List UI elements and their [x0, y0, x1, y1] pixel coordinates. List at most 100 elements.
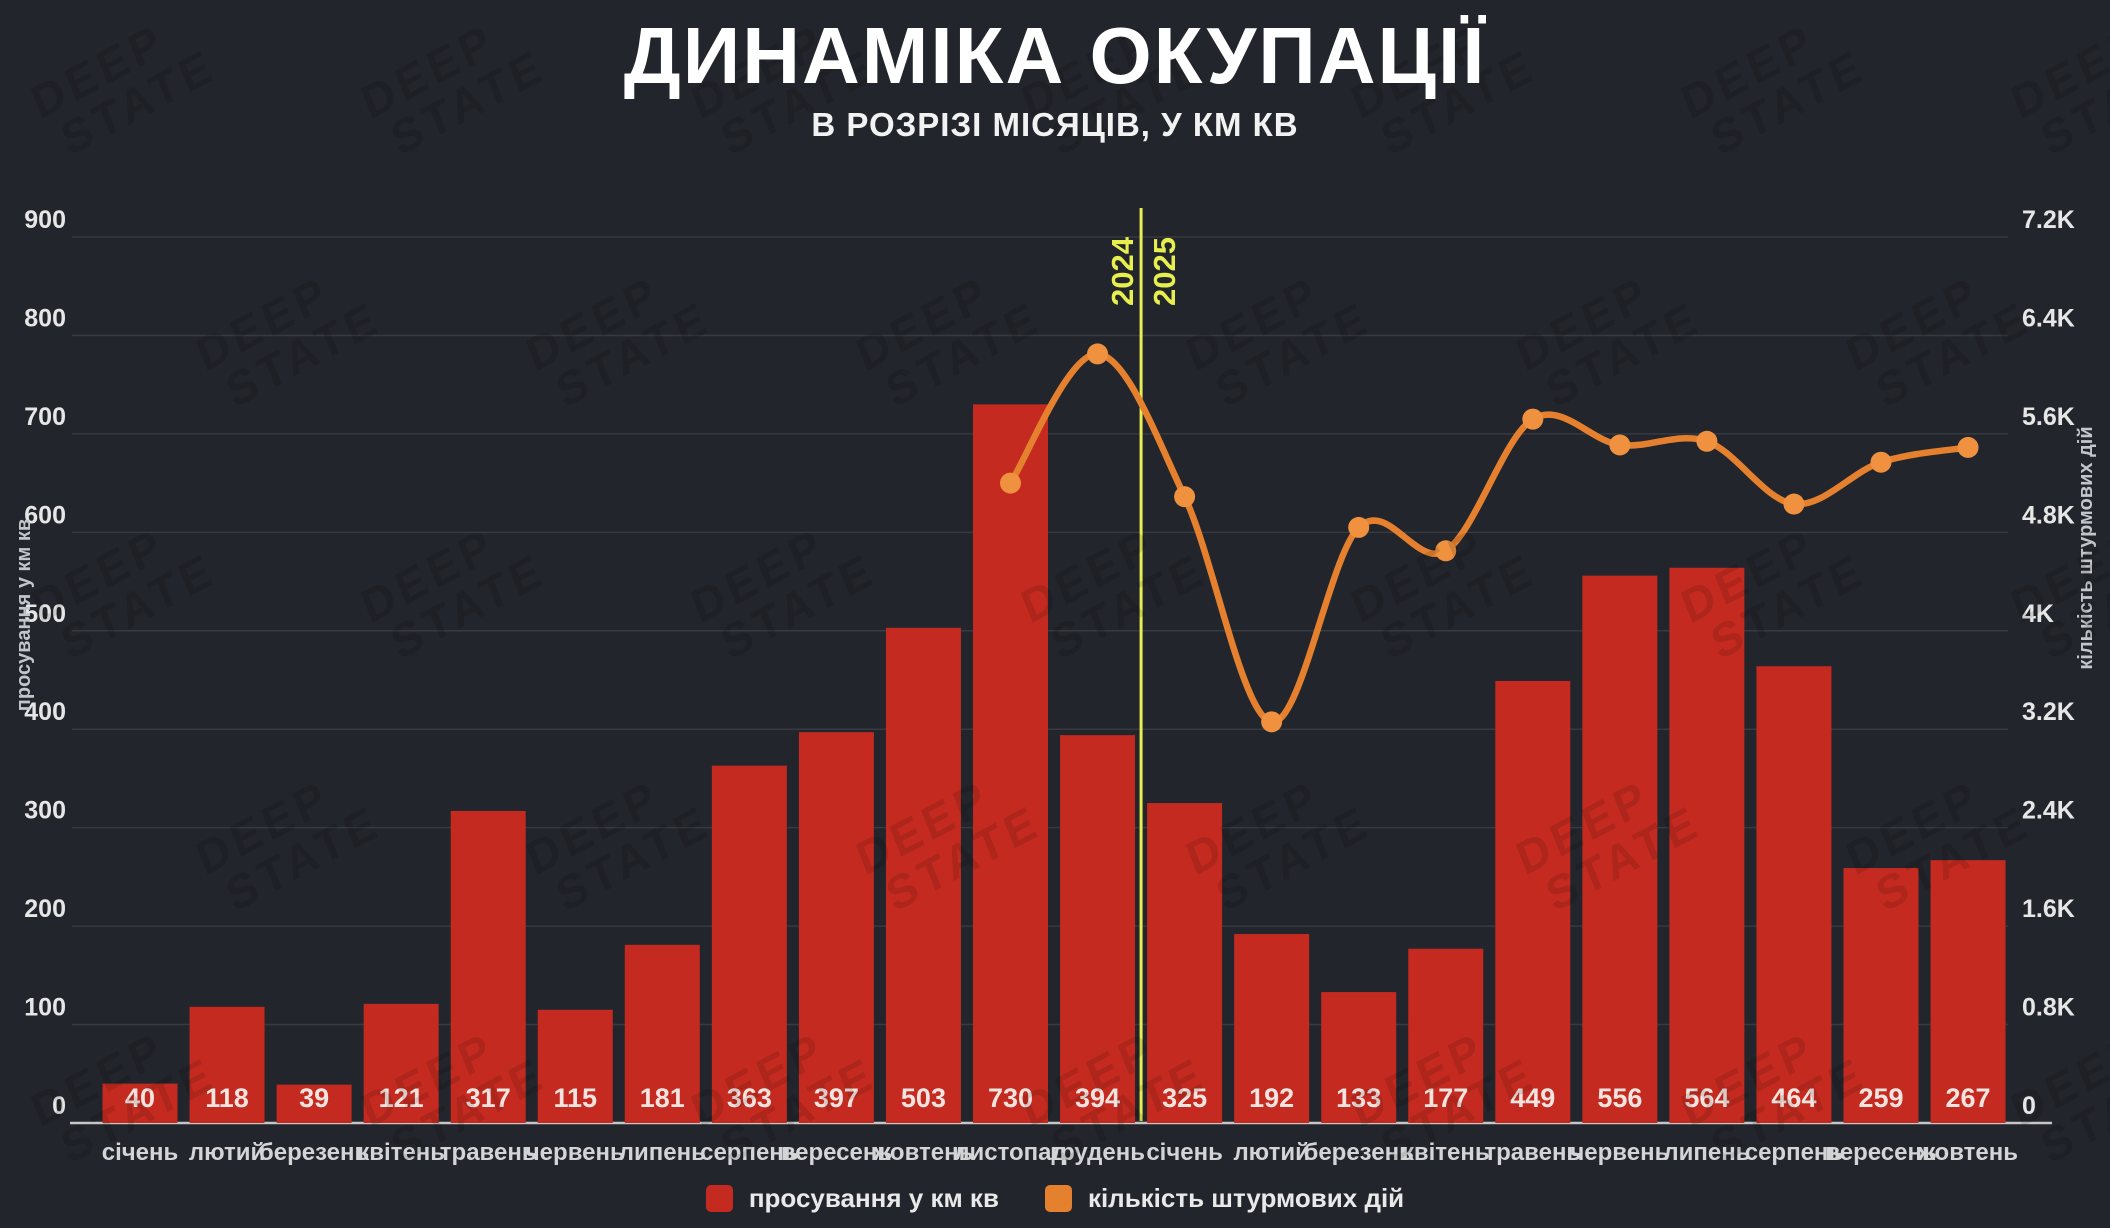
bar-value-label: 121 — [379, 1083, 424, 1113]
bar-value-label: 181 — [640, 1083, 685, 1113]
bar-value-label: 363 — [727, 1083, 772, 1113]
month-label: січень — [102, 1139, 179, 1166]
right-axis-tick: 2.4K — [2022, 797, 2075, 825]
bar — [973, 404, 1048, 1123]
bar — [537, 1009, 613, 1123]
chart-title: ДИНАМІКА ОКУПАЦІЇ — [623, 11, 1487, 100]
month-label: жовтень — [1917, 1139, 2018, 1166]
bar-value-label: 192 — [1249, 1083, 1294, 1113]
right-axis-tick: 6.4K — [2022, 304, 2075, 332]
bar-value-label: 325 — [1162, 1083, 1207, 1113]
line-point — [1435, 540, 1457, 562]
month-label: березень — [259, 1139, 369, 1166]
bar-value-label: 39 — [299, 1083, 329, 1113]
month-label: травень — [1484, 1139, 1581, 1166]
right-axis-tick: 4K — [2022, 600, 2054, 628]
line-point — [1348, 516, 1370, 538]
bar-value-label: 464 — [1771, 1083, 1816, 1113]
year-label-2025: 2025 — [1147, 237, 1182, 306]
bar — [450, 810, 526, 1123]
left-axis-tick: 300 — [24, 797, 66, 825]
bar — [1843, 868, 1919, 1123]
bar — [1321, 992, 1397, 1123]
line-point — [1783, 493, 1805, 515]
bar-value-label: 40 — [125, 1083, 155, 1113]
bar — [885, 627, 961, 1123]
left-axis-tick: 200 — [24, 895, 66, 923]
bar-value-label: 267 — [1946, 1083, 1991, 1113]
line-point — [1870, 451, 1892, 473]
legend-swatch-assaults — [1044, 1185, 1072, 1212]
right-axis-tick: 5.6K — [2022, 403, 2075, 431]
bar-value-label: 556 — [1597, 1083, 1642, 1113]
legend-swatch-advance — [705, 1185, 733, 1212]
legend: просування у км кв кількість штурмових д… — [0, 1183, 2110, 1214]
month-label: лютий — [189, 1139, 265, 1166]
line-point — [1087, 343, 1109, 365]
left-axis-tick: 100 — [24, 994, 66, 1022]
bar — [1582, 575, 1658, 1123]
legend-item-assaults: кількість штурмових дій — [1044, 1183, 1405, 1214]
line-point — [1522, 408, 1544, 430]
left-axis-tick: 800 — [24, 304, 66, 332]
right-axis-tick: 0 — [2022, 1092, 2036, 1120]
bar — [1930, 860, 2006, 1123]
bar — [102, 1083, 178, 1123]
bar — [1408, 948, 1484, 1123]
left-axis-tick: 700 — [24, 403, 66, 431]
bar-value-label: 259 — [1858, 1083, 1903, 1113]
bar-value-labels: 40 січень 118 лютий 39 березень 121 квітень 317 т… — [102, 1083, 2018, 1166]
line-point — [1609, 434, 1631, 456]
bar-value-label: 317 — [466, 1083, 511, 1113]
left-axis-tick: 400 — [24, 698, 66, 726]
month-label: липень — [1663, 1139, 1750, 1166]
month-label: серпень — [1745, 1139, 1843, 1166]
left-axis-tick: 900 — [24, 206, 66, 234]
bar-value-label: 397 — [814, 1083, 859, 1113]
bar — [363, 1003, 439, 1123]
month-label: серпень — [700, 1139, 798, 1166]
bar — [711, 765, 787, 1123]
bar — [1756, 666, 1832, 1123]
line-point — [1174, 486, 1196, 508]
right-axis-title: кількість штурмових дій — [2075, 426, 2097, 669]
bar — [1060, 735, 1136, 1123]
legend-item-advance: просування у км кв — [705, 1183, 999, 1214]
month-label: липень — [619, 1139, 706, 1166]
line-point — [1261, 711, 1283, 733]
month-label: червень — [526, 1139, 625, 1166]
line-point — [1000, 472, 1021, 494]
line-points — [1000, 343, 1979, 733]
month-label: грудень — [1050, 1139, 1145, 1166]
right-axis-tick: 3.2K — [2022, 698, 2075, 726]
bar — [624, 944, 700, 1123]
month-label: березень — [1304, 1139, 1414, 1166]
bar — [798, 732, 874, 1123]
bar — [1669, 567, 1745, 1123]
month-label: вересень — [1825, 1139, 1936, 1166]
legend-label-assaults: кількість штурмових дій — [1087, 1183, 1405, 1213]
month-label: червень — [1570, 1139, 1669, 1166]
bar-value-label: 503 — [901, 1083, 946, 1113]
bar-value-label: 118 — [205, 1083, 249, 1113]
bar-value-label: 564 — [1684, 1083, 1729, 1113]
right-axis-tick: 0.8K — [2022, 994, 2075, 1022]
bar-value-label: 115 — [553, 1083, 597, 1113]
bar-value-label: 730 — [988, 1083, 1033, 1113]
year-label-2024: 2024 — [1105, 236, 1140, 306]
bar-value-label: 177 — [1423, 1083, 1468, 1113]
